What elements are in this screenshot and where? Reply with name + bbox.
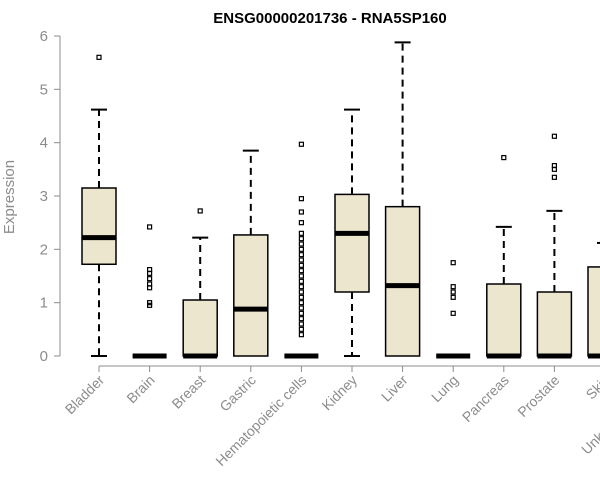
outlier-point (551, 163, 558, 169)
box-series (81, 41, 600, 359)
outlier-point (298, 278, 304, 284)
y-tick-label: 0 (40, 348, 48, 365)
box-bladder (81, 54, 117, 357)
outlier-point (298, 141, 304, 147)
x-tick-label: Brain (123, 372, 157, 406)
outlier-point (450, 294, 456, 300)
box-body (233, 234, 269, 357)
y-tick-label: 2 (40, 241, 48, 258)
outlier-point (197, 208, 203, 214)
outlier-point (147, 224, 153, 230)
y-tick-label: 5 (40, 81, 48, 98)
outlier-point (298, 236, 304, 242)
box-body (536, 291, 573, 357)
box-hematopoietic-cells (284, 141, 319, 359)
y-axis: 0 1 2 3 4 5 6 (40, 28, 61, 365)
box-skin (587, 241, 600, 359)
outlier-point (298, 294, 304, 300)
y-tick-label: 1 (40, 295, 48, 312)
x-tick-label: Breast (168, 372, 208, 412)
outlier-point (298, 284, 304, 290)
outlier-point (147, 300, 153, 306)
x-tick-label: Kidney (319, 372, 361, 414)
x-tick-label: Skin (583, 372, 600, 403)
outlier-point (551, 133, 558, 139)
outlier-point (298, 241, 304, 247)
x-tick-label: Prostate (514, 372, 562, 420)
outlier-point (450, 289, 456, 295)
box-breast (182, 208, 218, 359)
outlier-point (298, 332, 304, 338)
outlier-point (298, 209, 304, 215)
outlier-point (147, 302, 153, 308)
box-body (334, 193, 370, 293)
outlier-point (501, 155, 507, 161)
outlier-point (147, 281, 153, 287)
outlier-point (298, 310, 304, 316)
box-kidney (334, 108, 370, 357)
box-body (486, 283, 522, 357)
box-body (81, 187, 117, 266)
box-pancreas (486, 155, 522, 359)
outlier-point (551, 174, 558, 180)
outlier-point (298, 273, 304, 279)
box-gastric (233, 149, 269, 357)
outlier-point (298, 246, 304, 252)
outlier-point (450, 310, 456, 316)
outlier-point (298, 230, 304, 236)
box-body (587, 266, 600, 357)
x-tick-label: Pancreas (459, 372, 512, 425)
outlier-point (450, 284, 456, 290)
y-tick-label: 3 (40, 188, 48, 205)
outlier-point (298, 316, 304, 322)
outlier-point (147, 267, 153, 273)
outlier-point (298, 252, 304, 258)
outlier-point (298, 289, 304, 295)
y-axis-label: Expression (1, 160, 18, 234)
outlier-point (450, 260, 456, 266)
outlier-point (298, 300, 304, 306)
x-tick-label: Hematopoietic cells (212, 372, 309, 469)
outlier-point (298, 220, 304, 226)
x-tick-label: Lung (428, 372, 461, 405)
box-lung (436, 260, 471, 359)
outlier-point (298, 268, 304, 274)
box-body (182, 299, 218, 357)
chart-title: ENSG00000201736 - RNA5SP160 (213, 10, 446, 27)
outlier-point (96, 54, 102, 60)
outlier-point (298, 326, 304, 332)
box-liver (384, 41, 421, 357)
outlier-point (147, 276, 153, 282)
y-tick-label: 6 (40, 28, 48, 45)
box-prostate (536, 133, 573, 359)
y-tick-label: 4 (40, 135, 48, 152)
outlier-point (298, 321, 304, 327)
box-brain (132, 224, 167, 359)
outlier-point (298, 257, 304, 263)
box-body (384, 205, 421, 357)
outlier-point (298, 262, 304, 268)
x-tick-label: Gastric (216, 372, 259, 415)
x-tick-label: Bladder (62, 372, 108, 418)
outlier-point (298, 305, 304, 311)
x-tick-label: Liver (378, 372, 411, 405)
outlier-point (298, 196, 304, 202)
